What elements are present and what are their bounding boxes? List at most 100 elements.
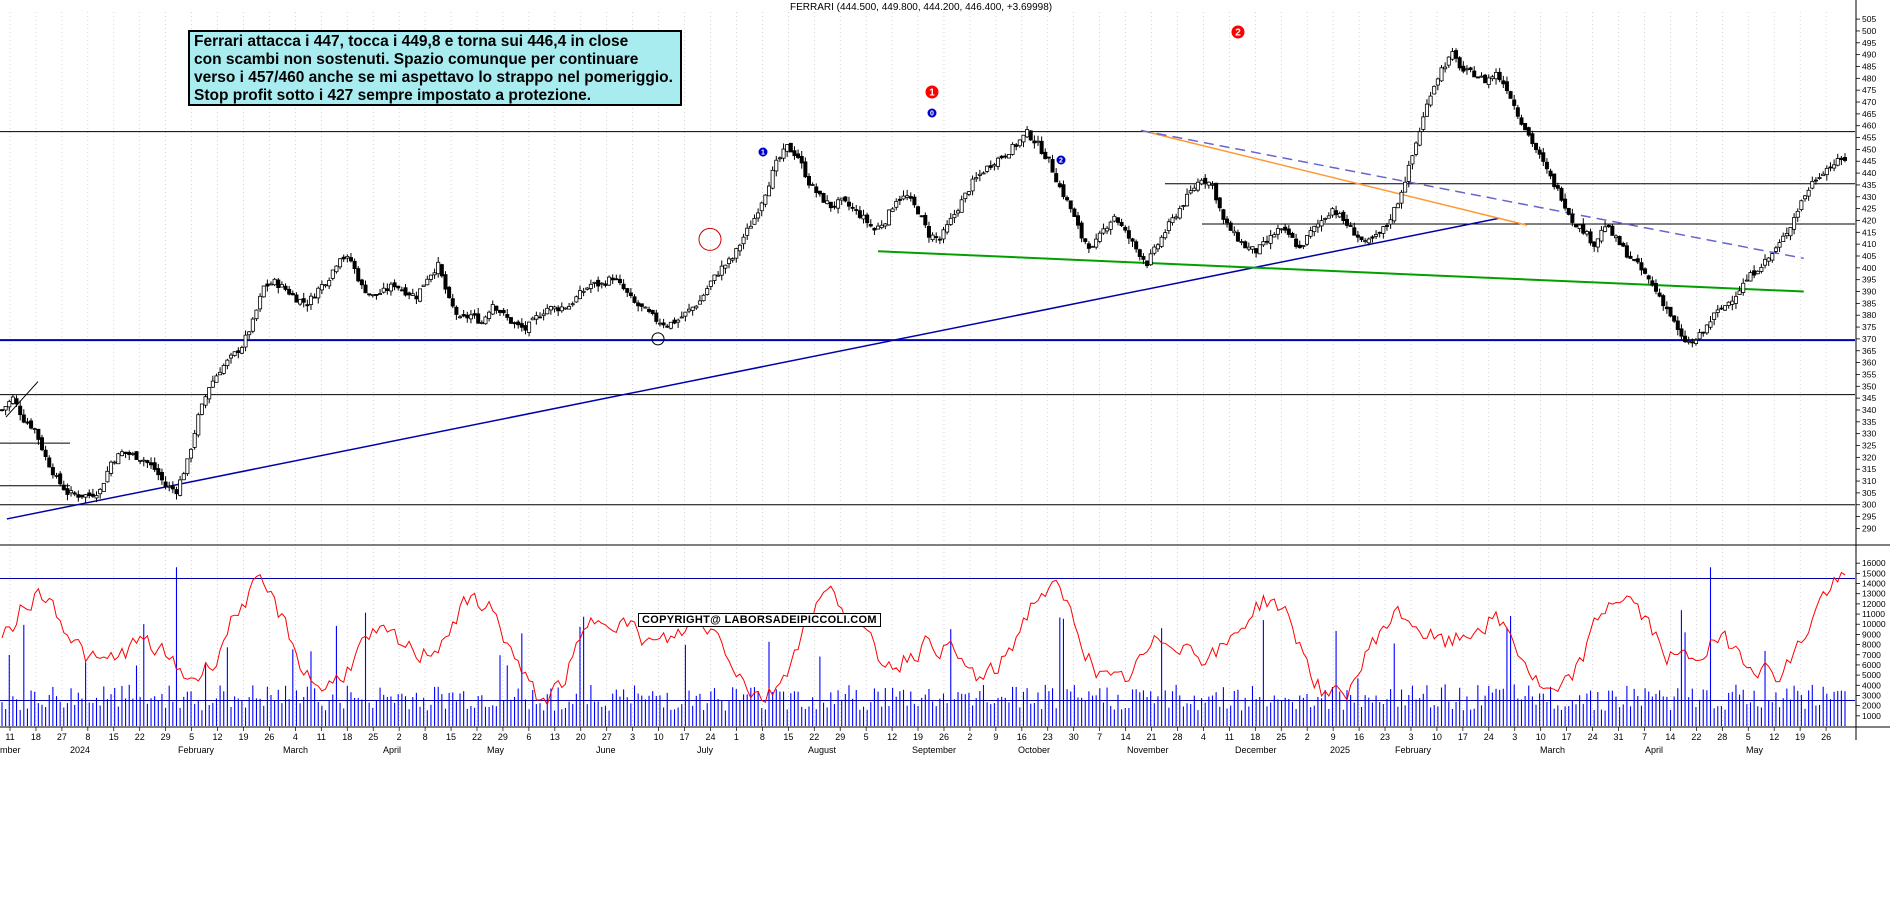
candle-body xyxy=(1439,67,1444,82)
oscillator-tick-label: 9000 xyxy=(1862,629,1881,639)
candle-body xyxy=(1788,227,1793,237)
candle-body xyxy=(519,323,524,328)
day-label: 24 xyxy=(705,732,715,742)
candle-body xyxy=(123,451,128,454)
candle-body xyxy=(1817,177,1822,179)
candle-body xyxy=(919,215,924,218)
candle-body xyxy=(149,462,154,466)
candle-body xyxy=(407,292,412,296)
candle-body xyxy=(930,234,935,241)
day-label: 5 xyxy=(864,732,869,742)
candle-body xyxy=(1824,167,1829,176)
candle-body xyxy=(1068,200,1073,210)
candle-body xyxy=(0,409,4,412)
candle-body xyxy=(1025,129,1030,138)
candle-body xyxy=(1733,295,1738,304)
candle-body xyxy=(1021,134,1026,143)
candle-body xyxy=(1410,155,1415,165)
candle-body xyxy=(712,274,717,281)
candle-body xyxy=(1621,242,1626,247)
candle-body xyxy=(1337,213,1342,218)
candle-body xyxy=(810,184,815,186)
trend-line-orange xyxy=(1140,129,1528,226)
candle-body xyxy=(250,318,255,332)
price-tick-label: 365 xyxy=(1862,346,1876,356)
candle-body xyxy=(1174,216,1179,219)
candle-body xyxy=(1181,205,1186,208)
day-label: 23 xyxy=(1043,732,1053,742)
candle-body xyxy=(1519,117,1524,125)
candle-body xyxy=(1206,181,1211,186)
candle-body xyxy=(1530,133,1535,144)
candle-body xyxy=(167,485,172,488)
candle-body xyxy=(1574,224,1579,228)
candle-body xyxy=(1675,320,1680,330)
candle-body xyxy=(1792,217,1797,230)
price-tick-label: 430 xyxy=(1862,192,1876,202)
candle-body xyxy=(1686,340,1691,343)
candle-body xyxy=(654,312,659,322)
candle-body xyxy=(54,475,59,477)
candle-body xyxy=(905,195,910,198)
marker-label: 1 xyxy=(929,88,935,99)
candle-body xyxy=(287,288,292,295)
candle-body xyxy=(432,272,437,276)
candle-body xyxy=(1185,193,1190,207)
price-tick-label: 295 xyxy=(1862,512,1876,522)
candle-body xyxy=(1468,67,1473,70)
candle-body xyxy=(854,209,859,211)
day-label: 13 xyxy=(550,732,560,742)
candle-body xyxy=(1239,241,1244,244)
candle-body xyxy=(767,185,772,197)
candle-body xyxy=(559,306,564,312)
day-label: 18 xyxy=(342,732,352,742)
candle-body xyxy=(596,279,601,287)
candle-body xyxy=(1032,140,1037,144)
note-line: verso i 457/460 anche se mi aspettavo lo… xyxy=(194,69,673,86)
day-label: 16 xyxy=(1017,732,1027,742)
candle-body xyxy=(1112,215,1117,222)
candle-body xyxy=(1115,217,1120,223)
candle-body xyxy=(1214,182,1219,201)
candle-body xyxy=(1424,103,1429,117)
candle-body xyxy=(261,285,266,298)
candle-body xyxy=(472,313,477,316)
candle-body xyxy=(1046,156,1051,159)
candle-body xyxy=(14,398,19,405)
candle-body xyxy=(625,288,630,293)
price-tick-label: 495 xyxy=(1862,38,1876,48)
candle-body xyxy=(774,159,779,172)
month-label: February xyxy=(178,745,215,755)
candle-body xyxy=(305,304,310,307)
candle-body xyxy=(1752,270,1757,276)
oscillator-tick-label: 1000 xyxy=(1862,711,1881,721)
price-tick-label: 425 xyxy=(1862,204,1876,214)
candle-body xyxy=(1697,332,1702,340)
price-tick-label: 420 xyxy=(1862,215,1876,225)
candle-body xyxy=(352,260,357,270)
candle-body xyxy=(1555,185,1560,189)
candle-body xyxy=(1803,195,1808,200)
candle-body xyxy=(1392,207,1397,222)
candle-body xyxy=(258,295,263,310)
candle-body xyxy=(996,157,1001,167)
day-label: 4 xyxy=(293,732,298,742)
candle-body xyxy=(498,309,503,313)
candle-body xyxy=(1534,142,1539,150)
price-tick-label: 345 xyxy=(1862,393,1876,403)
candle-body xyxy=(694,305,699,309)
candle-body xyxy=(817,190,822,195)
candle-body xyxy=(668,321,673,329)
candle-body xyxy=(1504,81,1509,92)
candle-body xyxy=(312,296,317,299)
price-tick-label: 330 xyxy=(1862,429,1876,439)
candle-body xyxy=(454,306,459,315)
candle-body xyxy=(207,387,212,400)
candle-body xyxy=(1475,76,1480,79)
candle-body xyxy=(981,172,986,175)
candle-body xyxy=(908,196,913,199)
candle-body xyxy=(116,453,121,465)
candle-body xyxy=(1613,235,1618,239)
candle-body xyxy=(1308,230,1313,237)
candle-body xyxy=(338,258,343,268)
